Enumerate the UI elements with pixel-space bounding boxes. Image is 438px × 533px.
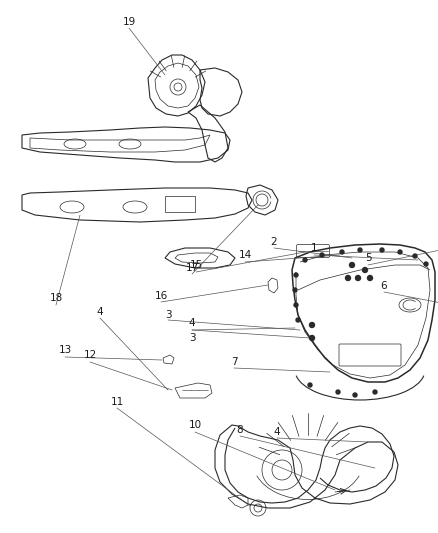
Text: 4: 4: [97, 307, 103, 317]
Circle shape: [380, 248, 384, 252]
Text: 5: 5: [365, 253, 371, 263]
Text: 3: 3: [165, 310, 171, 320]
Circle shape: [294, 303, 298, 307]
Circle shape: [303, 258, 307, 262]
Circle shape: [336, 390, 340, 394]
Text: 10: 10: [188, 420, 201, 430]
Circle shape: [294, 273, 298, 277]
Circle shape: [356, 276, 360, 280]
Text: 4: 4: [274, 427, 280, 437]
Text: 16: 16: [154, 291, 168, 301]
Text: 17: 17: [185, 263, 198, 273]
Circle shape: [346, 276, 350, 280]
Text: 11: 11: [110, 397, 124, 407]
Circle shape: [398, 250, 402, 254]
Circle shape: [296, 318, 300, 322]
Circle shape: [340, 250, 344, 254]
Circle shape: [308, 383, 312, 387]
Circle shape: [367, 276, 372, 280]
Text: 12: 12: [83, 350, 97, 360]
Text: 7: 7: [231, 357, 237, 367]
Circle shape: [413, 254, 417, 258]
Text: 4: 4: [189, 318, 195, 328]
Text: 3: 3: [189, 333, 195, 343]
Circle shape: [373, 390, 377, 394]
Circle shape: [353, 393, 357, 397]
Text: 15: 15: [189, 260, 203, 270]
Circle shape: [310, 335, 314, 341]
Circle shape: [363, 268, 367, 272]
Text: 13: 13: [58, 345, 72, 355]
Text: 18: 18: [49, 293, 63, 303]
Circle shape: [358, 248, 362, 252]
Text: 14: 14: [238, 250, 251, 260]
Circle shape: [424, 262, 428, 266]
Bar: [165, 196, 195, 212]
Text: 8: 8: [237, 425, 244, 435]
Circle shape: [310, 322, 314, 327]
Circle shape: [350, 262, 354, 268]
Circle shape: [293, 288, 297, 292]
Text: 19: 19: [122, 17, 136, 27]
Text: 2: 2: [271, 237, 277, 247]
Text: 1: 1: [311, 243, 317, 253]
Circle shape: [320, 253, 324, 257]
Text: 6: 6: [381, 281, 387, 291]
